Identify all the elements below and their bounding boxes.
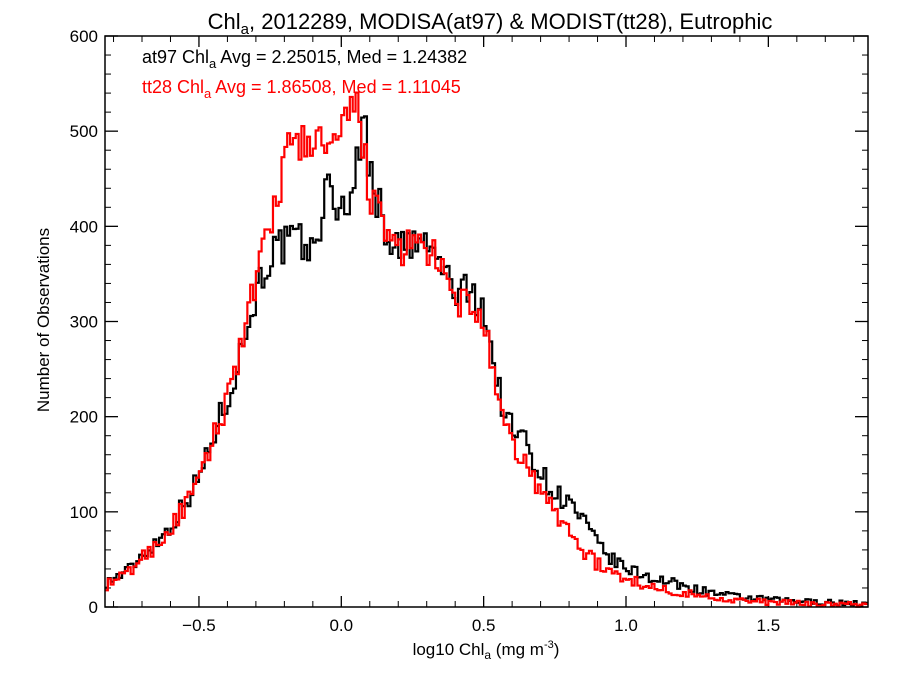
x-tick-label: 1.5 [757,616,781,635]
series-tt28-line [105,91,868,608]
y-tick-label: 200 [70,408,98,427]
series-annotation-tt28: tt28 Chla Avg = 1.86508, Med = 1.11045 [142,77,461,101]
y-tick-label: 100 [70,503,98,522]
x-tick-label: 0.5 [472,616,496,635]
chart-title: Chla, 2012289, MODISA(at97) & MODIST(tt2… [208,9,773,38]
y-axis-label: Number of Observations [34,228,53,412]
series-annotation-at97: at97 Chla Avg = 2.25015, Med = 1.24382 [142,47,467,71]
y-tick-label: 400 [70,217,98,236]
axis-ticks [105,35,868,608]
y-tick-label: 600 [70,27,98,46]
y-tick-label: 0 [89,598,98,617]
plot-frame [104,35,869,608]
series-layer [105,91,868,608]
x-tick-label: 1.0 [614,616,638,635]
y-tick-label: 500 [70,122,98,141]
y-tick-label: 300 [70,313,98,332]
x-axis-label: log10 Chla (mg m-3) [413,639,560,662]
tick-labels: −0.5 0.0 0.5 1.0 1.5 0 100 200 300 400 500 600 [70,27,781,635]
x-tick-label: −0.5 [182,616,216,635]
x-tick-label: 0.0 [329,616,353,635]
